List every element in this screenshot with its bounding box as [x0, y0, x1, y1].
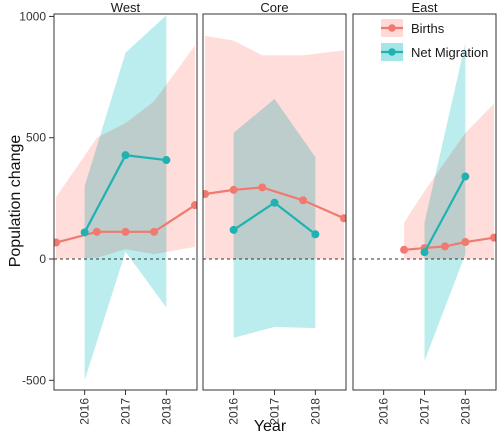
- x-tick-label: 2018: [458, 398, 472, 425]
- data-point-net-migration: [162, 156, 171, 165]
- legend-item-births: Births: [381, 19, 445, 37]
- data-point-births: [92, 227, 101, 236]
- series-line-net-migration: [423, 176, 467, 253]
- ribbon-net-migration: [424, 43, 466, 361]
- legend: Births Net Migration: [381, 19, 488, 61]
- data-point-births: [190, 201, 197, 210]
- data-point-net-migration: [229, 225, 238, 234]
- strip-background: [203, 0, 346, 14]
- data-point-net-migration: [80, 228, 89, 237]
- x-tick-label: 2018: [159, 398, 173, 425]
- strip-label-east: East: [411, 0, 437, 15]
- data-point-births: [203, 189, 210, 198]
- panel-plot-area: [54, 15, 197, 381]
- data-point-births: [440, 242, 449, 251]
- data-point-births: [299, 196, 308, 205]
- strip-label-core: Core: [260, 0, 288, 15]
- data-point-births: [54, 238, 61, 247]
- data-point-births: [229, 185, 238, 194]
- panel-west: West 2016 2017 2018: [53, 0, 198, 425]
- y-tick-label: -500: [22, 373, 46, 387]
- x-tick-label: 2017: [119, 398, 133, 425]
- x-tick-label: 2017: [418, 398, 432, 425]
- x-axis-title: Year: [254, 418, 287, 435]
- legend-key-point: [388, 24, 396, 32]
- data-point-births: [400, 245, 409, 254]
- data-point-net-migration: [121, 151, 130, 160]
- x-tick-label: 2016: [227, 398, 241, 425]
- ribbon-net-migration: [233, 98, 316, 338]
- panel-plot-area: [203, 35, 346, 338]
- data-point-births: [150, 227, 159, 236]
- data-point-net-migration: [311, 230, 320, 239]
- x-tick-label: 2016: [78, 398, 92, 425]
- data-point-births: [121, 227, 130, 236]
- ribbon-net-migration: [84, 15, 167, 381]
- data-point-births: [489, 233, 496, 242]
- legend-label: Births: [411, 21, 445, 36]
- legend-label: Net Migration: [411, 45, 488, 60]
- data-point-net-migration: [270, 198, 279, 207]
- panel-core: Core 2016 2017 2018: [202, 0, 347, 425]
- strip-label-west: West: [111, 0, 141, 15]
- y-tick-label: 0: [39, 252, 46, 266]
- data-point-births: [461, 238, 470, 247]
- y-tick-label: 500: [26, 131, 46, 145]
- data-point-net-migration: [420, 248, 429, 257]
- x-tick-label: 2018: [308, 398, 322, 425]
- panel-east: East 2016 2017 2018: [352, 0, 497, 425]
- strip-background: [353, 0, 496, 14]
- panel-plot-area: [353, 43, 496, 361]
- x-tick-label: 2016: [377, 398, 391, 425]
- y-tick-label: 1000: [19, 9, 46, 23]
- legend-key-point: [388, 48, 396, 56]
- y-axis-title: Population change: [7, 135, 24, 268]
- data-point-net-migration: [461, 172, 470, 181]
- data-point-births: [258, 183, 267, 192]
- plot-layer: -500 0 500 1000 West 2016 2017 2018 Core 2016 2017…: [19, 0, 497, 425]
- legend-item-net-migration: Net Migration: [381, 43, 488, 61]
- x-tick-label: 2017: [268, 398, 282, 425]
- strip-background: [54, 0, 197, 14]
- data-point-births: [339, 214, 346, 223]
